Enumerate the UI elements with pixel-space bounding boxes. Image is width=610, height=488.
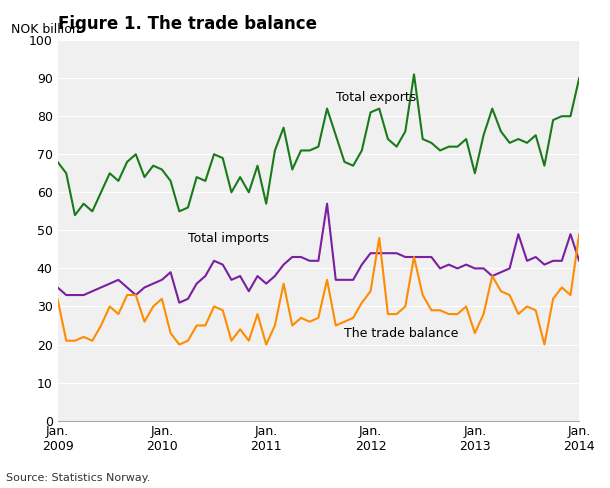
- Text: NOK billion: NOK billion: [10, 23, 79, 36]
- Text: Figure 1. The trade balance: Figure 1. The trade balance: [57, 15, 317, 33]
- Text: The trade balance: The trade balance: [345, 327, 459, 340]
- Text: Total imports: Total imports: [188, 232, 269, 245]
- Text: Total exports: Total exports: [336, 91, 416, 104]
- Text: Source: Statistics Norway.: Source: Statistics Norway.: [6, 473, 151, 483]
